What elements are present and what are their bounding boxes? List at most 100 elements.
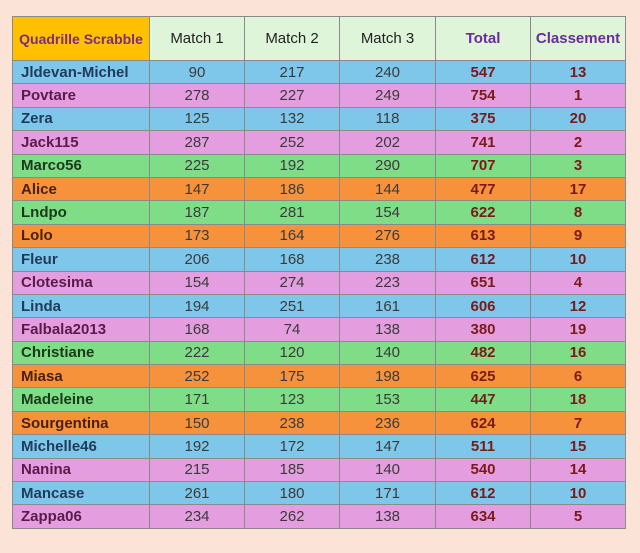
total-cell: 624	[435, 410, 531, 436]
total-cell: 540	[435, 457, 531, 483]
player-name-cell: Christiane	[12, 340, 150, 366]
match-2-cell: 175	[244, 364, 340, 389]
match-1-cell: 278	[149, 83, 245, 108]
match-2-cell: 192	[244, 153, 340, 178]
match-1-cell: 192	[149, 434, 245, 459]
match-3-cell: 240	[339, 59, 436, 85]
match-1-cell: 125	[149, 106, 245, 132]
match-1-cell: 287	[149, 130, 245, 155]
classement-cell: 2	[530, 130, 626, 155]
classement-cell: 13	[530, 59, 626, 85]
match-3-cell: 154	[339, 200, 436, 225]
classement-cell: 10	[530, 481, 626, 506]
match-2-cell: 180	[244, 481, 340, 506]
match-2-cell: 227	[244, 83, 340, 108]
match-1-cell: 252	[149, 364, 245, 389]
player-name-cell: Linda	[12, 293, 150, 319]
match-1-cell: 147	[149, 176, 245, 202]
match-3-cell: 238	[339, 247, 436, 272]
match-1-cell: 225	[149, 153, 245, 178]
table-row: Falbala2013 168 74 138 380 19	[12, 317, 626, 342]
header-classement: Classement	[530, 16, 626, 61]
player-name-cell: Lndpo	[12, 200, 150, 225]
player-name-cell: Sourgentina	[12, 410, 150, 436]
match-2-cell: 252	[244, 130, 340, 155]
total-cell: 651	[435, 270, 531, 295]
match-2-cell: 251	[244, 293, 340, 319]
classement-cell: 15	[530, 434, 626, 459]
match-1-cell: 194	[149, 293, 245, 319]
table-row: Marco56 225 192 290 707 3	[12, 153, 626, 178]
match-3-cell: 223	[339, 270, 436, 295]
match-3-cell: 198	[339, 364, 436, 389]
match-3-cell: 236	[339, 410, 436, 436]
player-name-cell: Zappa06	[12, 504, 150, 529]
player-name-cell: Falbala2013	[12, 317, 150, 342]
match-3-cell: 147	[339, 434, 436, 459]
table-row: Miasa 252 175 198 625 6	[12, 364, 626, 389]
table-row: Linda 194 251 161 606 12	[12, 293, 626, 319]
player-name-cell: Clotesima	[12, 270, 150, 295]
total-cell: 754	[435, 83, 531, 108]
classement-cell: 17	[530, 176, 626, 202]
table-row: Nanina 215 185 140 540 14	[12, 457, 626, 483]
table-row: Jack115 287 252 202 741 2	[12, 130, 626, 155]
header-total: Total	[435, 16, 531, 61]
player-name-cell: Madeleine	[12, 387, 150, 412]
player-name-cell: Mancase	[12, 481, 150, 506]
match-2-cell: 164	[244, 223, 340, 249]
match-3-cell: 153	[339, 387, 436, 412]
total-cell: 707	[435, 153, 531, 178]
table-row: Zappa06 234 262 138 634 5	[12, 504, 626, 529]
score-table-container: Quadrille Scrabble Match 1 Match 2 Match…	[12, 16, 626, 529]
table-row: Povtare 278 227 249 754 1	[12, 83, 626, 108]
total-cell: 380	[435, 317, 531, 342]
classement-cell: 14	[530, 457, 626, 483]
player-name-cell: Povtare	[12, 83, 150, 108]
match-1-cell: 173	[149, 223, 245, 249]
match-1-cell: 168	[149, 317, 245, 342]
match-1-cell: 234	[149, 504, 245, 529]
match-3-cell: 276	[339, 223, 436, 249]
table-row: Alice 147 186 144 477 17	[12, 176, 626, 202]
player-name-cell: Miasa	[12, 364, 150, 389]
match-3-cell: 140	[339, 340, 436, 366]
classement-cell: 19	[530, 317, 626, 342]
classement-cell: 10	[530, 247, 626, 272]
match-1-cell: 150	[149, 410, 245, 436]
total-cell: 612	[435, 481, 531, 506]
match-2-cell: 123	[244, 387, 340, 412]
total-cell: 613	[435, 223, 531, 249]
table-row: Zera 125 132 118 375 20	[12, 106, 626, 132]
match-2-cell: 168	[244, 247, 340, 272]
total-cell: 482	[435, 340, 531, 366]
table-row: Lolo 173 164 276 613 9	[12, 223, 626, 249]
player-name-cell: Jack115	[12, 130, 150, 155]
match-2-cell: 281	[244, 200, 340, 225]
match-2-cell: 238	[244, 410, 340, 436]
match-2-cell: 262	[244, 504, 340, 529]
total-cell: 741	[435, 130, 531, 155]
match-3-cell: 140	[339, 457, 436, 483]
match-3-cell: 249	[339, 83, 436, 108]
table-row: Sourgentina 150 238 236 624 7	[12, 410, 626, 436]
match-1-cell: 206	[149, 247, 245, 272]
match-1-cell: 154	[149, 270, 245, 295]
header-match-1: Match 1	[149, 16, 245, 61]
header-match-2: Match 2	[244, 16, 340, 61]
table-row: Christiane 222 120 140 482 16	[12, 340, 626, 366]
total-cell: 511	[435, 434, 531, 459]
classement-cell: 3	[530, 153, 626, 178]
table-row: Mancase 261 180 171 612 10	[12, 481, 626, 506]
table-row: Fleur 206 168 238 612 10	[12, 247, 626, 272]
score-table: Quadrille Scrabble Match 1 Match 2 Match…	[12, 16, 626, 529]
classement-cell: 5	[530, 504, 626, 529]
player-name-cell: Jldevan-Michel	[12, 59, 150, 85]
player-name-cell: Alice	[12, 176, 150, 202]
table-row: Michelle46 192 172 147 511 15	[12, 434, 626, 459]
total-cell: 606	[435, 293, 531, 319]
match-3-cell: 138	[339, 504, 436, 529]
total-cell: 547	[435, 59, 531, 85]
match-2-cell: 217	[244, 59, 340, 85]
total-cell: 447	[435, 387, 531, 412]
